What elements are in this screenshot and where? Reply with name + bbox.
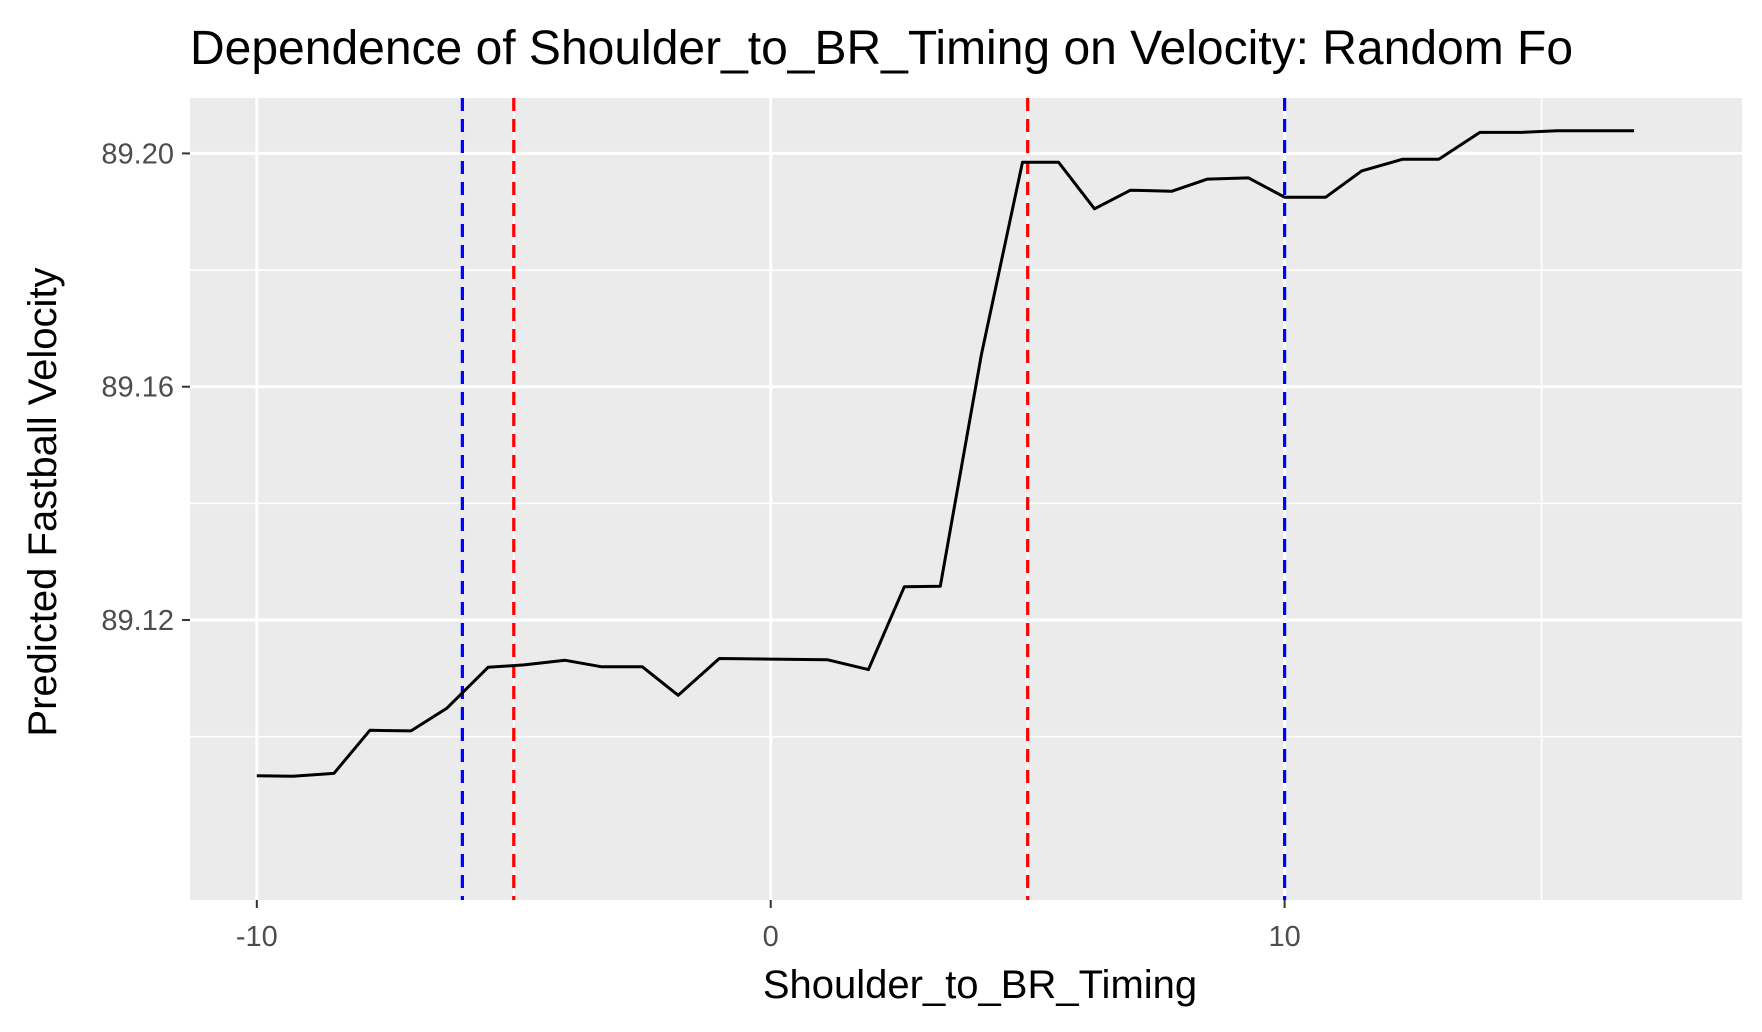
- x-tick-label: 0: [763, 921, 779, 953]
- panel-background: [190, 98, 1742, 900]
- chart-title: Dependence of Shoulder_to_BR_Timing on V…: [190, 22, 1573, 75]
- y-tick-label: 89.12: [101, 605, 174, 637]
- y-tick-label: 89.16: [101, 372, 174, 404]
- series-line: [256, 129, 1635, 778]
- y-axis-title: Predicted Fastball Velocity: [21, 267, 65, 736]
- reference-lines: [460, 98, 1287, 900]
- x-axis-title: Shoulder_to_BR_Timing: [763, 963, 1197, 1007]
- y-tick-label: 89.20: [101, 138, 174, 170]
- x-tick-label: 10: [1268, 921, 1300, 953]
- series-layer: [256, 129, 1635, 778]
- x-tick-label: -10: [236, 921, 278, 953]
- axes: -10 0 10 89.12 89.16 89.20: [101, 138, 1300, 953]
